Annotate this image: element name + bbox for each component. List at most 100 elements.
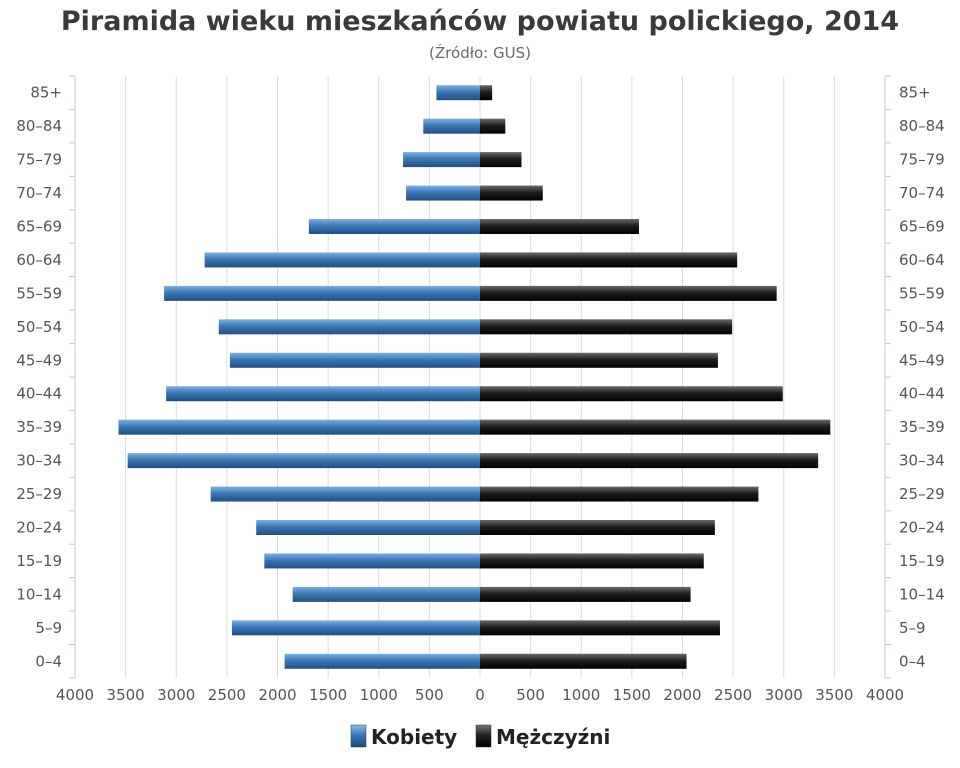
bar-mezczyzni [480,453,819,469]
category-label-left: 45–49 [16,351,62,369]
category-label-right: 35–39 [899,418,945,436]
category-label-right: 5–9 [899,619,926,637]
bar-kobiety [164,285,480,301]
x-tick-label: 1500 [613,686,651,704]
legend-swatch-kobiety [350,724,367,748]
x-tick-label: 1000 [360,686,398,704]
bar-mezczyzni [480,252,738,268]
x-tick-label: 500 [415,686,444,704]
category-label-left: 85+ [30,84,62,102]
x-tick-label: 2000 [663,686,701,704]
category-label-right: 85+ [899,84,931,102]
category-label-left: 70–74 [16,184,62,202]
bar-mezczyzni [480,285,777,301]
category-label-left: 35–39 [16,418,62,436]
legend-swatch-mezczyzni [475,724,492,748]
x-tick-label: 500 [516,686,545,704]
category-label-right: 15–19 [899,552,945,570]
bar-kobiety [210,486,481,502]
category-label-right: 20–24 [899,519,945,537]
category-label-right: 30–34 [899,452,945,470]
category-label-left: 50–54 [16,318,62,336]
bar-kobiety [406,185,480,201]
category-label-right: 0–4 [899,652,926,670]
category-label-right: 60–64 [899,251,945,269]
x-tick-label: 0 [475,686,485,704]
x-tick-label: 2000 [258,686,296,704]
x-tick-label: 3000 [157,686,195,704]
category-label-left: 60–64 [16,251,62,269]
x-tick-label: 3000 [765,686,803,704]
bar-kobiety [204,252,480,268]
x-tick-label: 1000 [562,686,600,704]
bar-mezczyzni [480,520,715,535]
category-label-right: 70–74 [899,184,945,202]
bar-kobiety [423,118,480,134]
category-label-right: 75–79 [899,151,945,169]
bar-kobiety [218,319,480,335]
category-label-right: 55–59 [899,284,945,302]
bar-mezczyzni [480,85,493,101]
bar-mezczyzni [480,553,704,569]
x-tick-label: 4000 [56,686,94,704]
category-label-left: 65–69 [16,218,62,236]
category-label-left: 80–84 [16,117,62,135]
x-tick-label: 1500 [309,686,347,704]
bar-kobiety [231,620,480,636]
bar-kobiety [264,553,480,569]
category-labels: 0–4 0–4 5–9 5–9 10–14 10–14 15–19 15–19 20–24 20–… [16,84,944,671]
category-label-right: 40–44 [899,385,945,403]
bar-mezczyzni [480,118,506,134]
bar-kobiety [229,352,480,368]
bar-kobiety [256,520,480,535]
bar-kobiety [118,419,480,435]
bar-mezczyzni [480,386,783,402]
category-label-right: 80–84 [899,117,945,135]
bar-mezczyzni [480,486,759,502]
category-label-right: 45–49 [899,351,945,369]
bar-mezczyzni [480,620,720,636]
bar-kobiety [166,386,480,402]
category-label-left: 20–24 [16,519,62,537]
x-tick-label: 3500 [107,686,145,704]
category-label-left: 0–4 [35,652,62,670]
x-tick-label: 4000 [866,686,904,704]
bars [118,85,831,669]
legend-label-kobiety: Kobiety [371,725,457,749]
category-label-right: 25–29 [899,485,945,503]
category-label-left: 15–19 [16,552,62,570]
category-label-left: 30–34 [16,452,62,470]
legend: Kobiety Mężczyźni [350,724,610,749]
bar-mezczyzni [480,653,687,669]
category-label-left: 10–14 [16,585,62,603]
bar-mezczyzni [480,185,543,201]
bar-mezczyzni [480,219,639,234]
axes [69,75,891,679]
bar-kobiety [292,586,480,602]
category-label-left: 75–79 [16,151,62,169]
bar-mezczyzni [480,152,522,168]
category-label-right: 50–54 [899,318,945,336]
bar-kobiety [308,219,480,234]
x-tick-label: 2500 [208,686,246,704]
chart-title: Piramida wieku mieszkańców powiatu polic… [60,6,900,37]
legend-label-mezczyzni: Mężczyźni [496,725,610,749]
grid [125,76,835,678]
bar-kobiety [127,453,481,469]
category-label-right: 10–14 [899,585,945,603]
category-label-right: 65–69 [899,218,945,236]
bar-mezczyzni [480,352,718,368]
bar-mezczyzni [480,319,733,335]
category-label-left: 55–59 [16,284,62,302]
bar-mezczyzni [480,586,691,602]
x-tick-label: 3500 [815,686,853,704]
x-tick-label: 2500 [714,686,752,704]
category-label-left: 5–9 [35,619,62,637]
bar-kobiety [403,152,480,168]
bar-mezczyzni [480,419,831,435]
category-label-left: 25–29 [16,485,62,503]
x-tick-labels: 4000 3500 3000 2500 2000 1500 1000 500 0 500 1000 1… [56,686,904,704]
chart-subtitle: (Źródło: GUS) [429,44,531,62]
